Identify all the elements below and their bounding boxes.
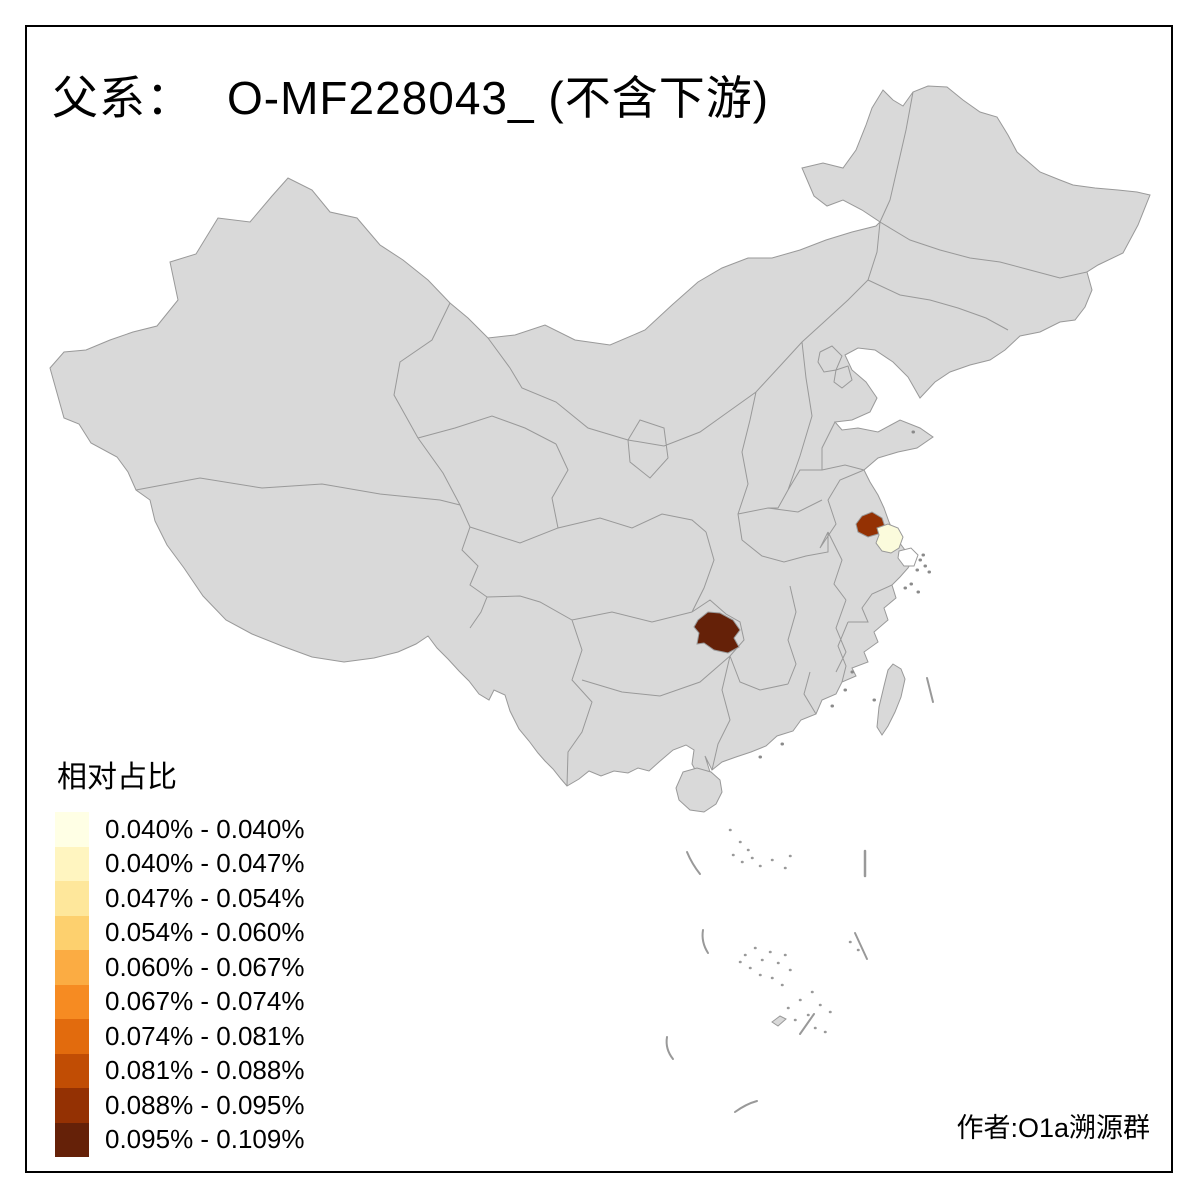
region-southwest-dark <box>693 611 741 654</box>
region-east-pale <box>875 523 904 554</box>
legend-label: 0.047% - 0.054% <box>105 882 305 913</box>
legend-title: 相对占比 <box>57 761 177 794</box>
legend-item: 0.047% - 0.054% <box>55 881 304 916</box>
legend-swatch <box>55 1088 89 1123</box>
nine-dash-line <box>665 677 934 1113</box>
legend-item: 0.054% - 0.060% <box>55 915 305 950</box>
legend-swatch <box>55 1053 89 1088</box>
mainland-outline <box>49 85 1151 787</box>
legend-swatch <box>55 915 89 950</box>
legend-label: 0.067% - 0.074% <box>105 986 305 1017</box>
legend-label: 0.040% - 0.040% <box>105 813 305 844</box>
legend-item: 0.074% - 0.081% <box>55 1019 304 1054</box>
credit-text: 作者:O1a溯源群 <box>956 1113 1150 1143</box>
page-title: 父系： O-MF228043_ (不含下游) <box>52 62 769 128</box>
legend-item: 0.067% - 0.074% <box>55 984 305 1019</box>
taiwan-island <box>876 663 906 736</box>
legend-swatch <box>55 846 89 881</box>
legend-swatch <box>55 1019 89 1054</box>
legend-item: 0.095% - 0.109% <box>55 1122 305 1157</box>
legend-swatch <box>55 881 89 916</box>
title-haplogroup: O-MF228043_ (不含下游) <box>227 72 770 124</box>
legend-label: 0.060% - 0.067% <box>105 951 305 982</box>
legend-label: 0.074% - 0.081% <box>105 1020 305 1051</box>
legend-swatch <box>55 812 89 847</box>
legend-swatch <box>55 984 89 1019</box>
legend-item: 0.088% - 0.095% <box>55 1088 304 1123</box>
hainan-island <box>675 767 723 813</box>
legend-label: 0.081% - 0.088% <box>105 1055 305 1086</box>
legend-item: 0.060% - 0.067% <box>55 950 304 985</box>
legend-label: 0.054% - 0.060% <box>105 917 305 948</box>
reef-island <box>771 1015 787 1027</box>
legend-label: 0.095% - 0.109% <box>105 1124 305 1155</box>
legend-item: 0.040% - 0.040% <box>55 812 304 847</box>
legend-label: 0.040% - 0.047% <box>105 848 305 879</box>
legend-swatch <box>55 950 89 985</box>
region-east-white <box>897 547 919 567</box>
legend-item: 0.040% - 0.047% <box>55 846 305 881</box>
title-prefix: 父系： <box>52 73 193 124</box>
plot-frame <box>25 25 1173 1173</box>
province-borders <box>135 91 1088 787</box>
legend-label: 0.088% - 0.095% <box>105 1089 305 1120</box>
legend-swatch <box>55 1122 89 1157</box>
legend: 相对占比 0.040% - 0.040% 0.040% - 0.047% 0.0… <box>55 752 304 1157</box>
coastal-island-dots <box>758 430 931 759</box>
legend-item: 0.081% - 0.088% <box>55 1053 305 1088</box>
sea-island-dots <box>728 828 860 1034</box>
